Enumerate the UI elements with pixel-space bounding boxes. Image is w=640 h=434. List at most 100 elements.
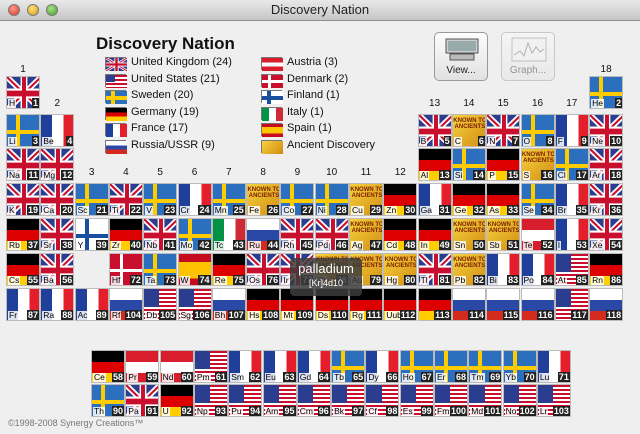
element-cell[interactable]: Ti 22: [108, 183, 143, 216]
element-cell[interactable]: Er 68: [434, 350, 468, 383]
element-cell[interactable]: Hs 108: [246, 288, 281, 321]
element-cell[interactable]: Np 93: [193, 384, 228, 417]
element-cell[interactable]: Nb 41: [143, 218, 178, 251]
element-cell[interactable]: Pd 46: [314, 218, 349, 251]
element-cell[interactable]: Gd 64: [296, 350, 331, 383]
element-cell[interactable]: Kr 36: [589, 183, 624, 216]
element-cell[interactable]: Rg 111: [349, 288, 383, 321]
element-cell[interactable]: Li 3: [6, 114, 40, 147]
element-cell[interactable]: Tb 65: [331, 350, 366, 383]
element-cell[interactable]: Cr 24: [177, 183, 212, 216]
element-cell[interactable]: 118: [589, 288, 624, 321]
element-cell[interactable]: U 92: [159, 384, 194, 417]
element-cell[interactable]: Cf 98: [365, 384, 400, 417]
element-cell[interactable]: Ta 73: [143, 253, 178, 286]
element-cell[interactable]: Ga 31: [417, 183, 452, 216]
element-cell[interactable]: Fm 100: [434, 384, 468, 417]
element-cell[interactable]: I 53: [554, 218, 589, 251]
element-cell[interactable]: Mo 42: [177, 218, 212, 251]
element-cell[interactable]: Cs 55: [6, 253, 40, 286]
element-cell[interactable]: Ba 56: [40, 253, 75, 286]
element-cell[interactable]: Eu 63: [262, 350, 297, 383]
element-cell[interactable]: Md 101: [468, 384, 503, 417]
element-cell[interactable]: Y 39: [74, 218, 109, 251]
element-cell[interactable]: KNOWN TO ANCIENTS S 16: [520, 148, 555, 181]
element-cell[interactable]: Cd 48: [383, 218, 418, 251]
element-cell[interactable]: Be 4: [40, 114, 75, 147]
element-cell[interactable]: Bh 107: [211, 288, 246, 321]
element-cell[interactable]: Mn 25: [211, 183, 246, 216]
element-cell[interactable]: Rn 86: [589, 253, 624, 286]
element-cell[interactable]: Sr 38: [40, 218, 75, 251]
element-cell[interactable]: KNOWN TO ANCIENTS Sn 50: [451, 218, 486, 251]
element-cell[interactable]: Fr 87: [6, 288, 40, 321]
close-button[interactable]: [8, 4, 20, 16]
view-button[interactable]: View...: [434, 32, 488, 81]
element-cell[interactable]: Ac 89: [74, 288, 109, 321]
element-cell[interactable]: KNOWN TO ANCIENTS C 6: [451, 114, 486, 147]
element-cell[interactable]: Ru 44: [246, 218, 281, 251]
element-cell[interactable]: Tl 81: [417, 253, 452, 286]
element-cell[interactable]: Rf 104: [108, 288, 143, 321]
element-cell[interactable]: Os 76: [246, 253, 281, 286]
minimize-button[interactable]: [27, 4, 39, 16]
element-cell[interactable]: Pm 61: [193, 350, 228, 383]
element-cell[interactable]: 114: [451, 288, 486, 321]
element-cell[interactable]: Ca 20: [40, 183, 75, 216]
element-cell[interactable]: Po 84: [520, 253, 555, 286]
element-cell[interactable]: He 2: [589, 76, 624, 109]
element-cell[interactable]: P 15: [486, 148, 521, 181]
element-cell[interactable]: Te 52: [520, 218, 555, 251]
element-cell[interactable]: KNOWN TO ANCIENTS Hg 80: [383, 253, 418, 286]
element-cell[interactable]: Cl 17: [554, 148, 589, 181]
element-cell[interactable]: Re 75: [211, 253, 246, 286]
element-cell[interactable]: Cm 96: [296, 384, 331, 417]
element-cell[interactable]: Xe 54: [589, 218, 624, 251]
element-cell[interactable]: Sm 62: [228, 350, 263, 383]
element-cell[interactable]: Ni 28: [314, 183, 349, 216]
zoom-button[interactable]: [46, 4, 58, 16]
element-cell[interactable]: Bk 97: [331, 384, 366, 417]
element-cell[interactable]: Rb 37: [6, 218, 40, 251]
element-cell[interactable]: Ho 67: [399, 350, 434, 383]
element-cell[interactable]: KNOWN TO ANCIENTS Sb 51: [486, 218, 521, 251]
element-cell[interactable]: Nd 60: [159, 350, 194, 383]
element-cell[interactable]: In 49: [417, 218, 452, 251]
element-cell[interactable]: Na 11: [6, 148, 40, 181]
element-cell[interactable]: Ra 88: [40, 288, 75, 321]
element-cell[interactable]: 117: [554, 288, 589, 321]
element-cell[interactable]: Tm 69: [468, 350, 503, 383]
element-cell[interactable]: 113: [417, 288, 452, 321]
element-cell[interactable]: Ce 58: [91, 350, 125, 383]
element-cell[interactable]: Tc 43: [211, 218, 246, 251]
element-cell[interactable]: At 85: [554, 253, 589, 286]
element-cell[interactable]: No 102: [502, 384, 537, 417]
element-cell[interactable]: Pr 59: [125, 350, 160, 383]
element-cell[interactable]: Lu 71: [536, 350, 571, 383]
element-cell[interactable]: Lr 103: [536, 384, 571, 417]
element-cell[interactable]: Ge 32: [451, 183, 486, 216]
element-cell[interactable]: 115: [486, 288, 521, 321]
element-cell[interactable]: Hf 72: [108, 253, 143, 286]
element-cell[interactable]: Es 99: [399, 384, 434, 417]
element-cell[interactable]: Mg 12: [40, 148, 75, 181]
element-cell[interactable]: Sg 106: [177, 288, 212, 321]
element-cell[interactable]: 116: [520, 288, 555, 321]
graph-button[interactable]: Graph...: [501, 32, 555, 81]
element-cell[interactable]: Sc 21: [74, 183, 109, 216]
element-cell[interactable]: Ar 18: [589, 148, 624, 181]
title-bar[interactable]: Discovery Nation: [0, 0, 640, 21]
element-cell[interactable]: V 23: [143, 183, 178, 216]
element-cell[interactable]: Th 90: [91, 384, 125, 417]
element-cell[interactable]: Am 95: [262, 384, 297, 417]
element-cell[interactable]: Si 14: [451, 148, 486, 181]
element-cell[interactable]: Bi 83: [486, 253, 521, 286]
element-cell[interactable]: K 19: [6, 183, 40, 216]
element-cell[interactable]: Zn 30: [383, 183, 418, 216]
element-cell[interactable]: Dy 66: [365, 350, 400, 383]
element-cell[interactable]: Rh 45: [280, 218, 315, 251]
element-cell[interactable]: KNOWN TO ANCIENTS Fe 26: [246, 183, 281, 216]
